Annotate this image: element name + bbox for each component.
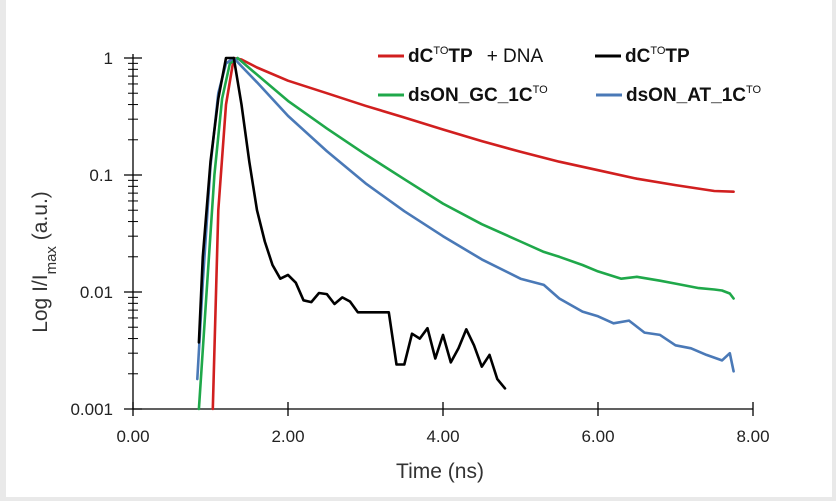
y-tick-label: 0.1 xyxy=(89,166,113,185)
series-line-1 xyxy=(211,56,735,411)
axes: 0.00 2.00 4.00 6.00 8.00 0.001 0.01 0.1 1 xyxy=(70,49,769,446)
x-tick-label: 4.00 xyxy=(426,427,459,446)
series-layer xyxy=(196,56,735,411)
x-tick-label: 2.00 xyxy=(271,427,304,446)
y-axis-title: Log I/Imax (a.u.) xyxy=(29,191,60,333)
legend: dCTOTP + DNA dCTOTP dsON_GC_1CTO dsON_AT_1CT… xyxy=(378,45,762,106)
legend-label: dsON_GC_1CTO xyxy=(408,84,548,106)
x-axis-title: Time (ns) xyxy=(396,460,484,483)
legend-label: dCTOTP xyxy=(625,45,690,67)
x-tick-label: 6.00 xyxy=(581,427,614,446)
legend-label: dsON_AT_1CTO xyxy=(626,84,762,106)
series-line-3 xyxy=(197,56,735,411)
x-tick-label: 0.00 xyxy=(116,427,149,446)
x-tick-label: 8.00 xyxy=(736,427,769,446)
legend-label: dCTOTP + DNA xyxy=(408,45,544,67)
y-tick-label: 0.001 xyxy=(70,400,113,419)
y-tick-label: 0.01 xyxy=(80,283,113,302)
series-line-2 xyxy=(197,56,507,390)
series-line-4 xyxy=(196,56,735,381)
y-tick-label: 1 xyxy=(104,49,113,68)
